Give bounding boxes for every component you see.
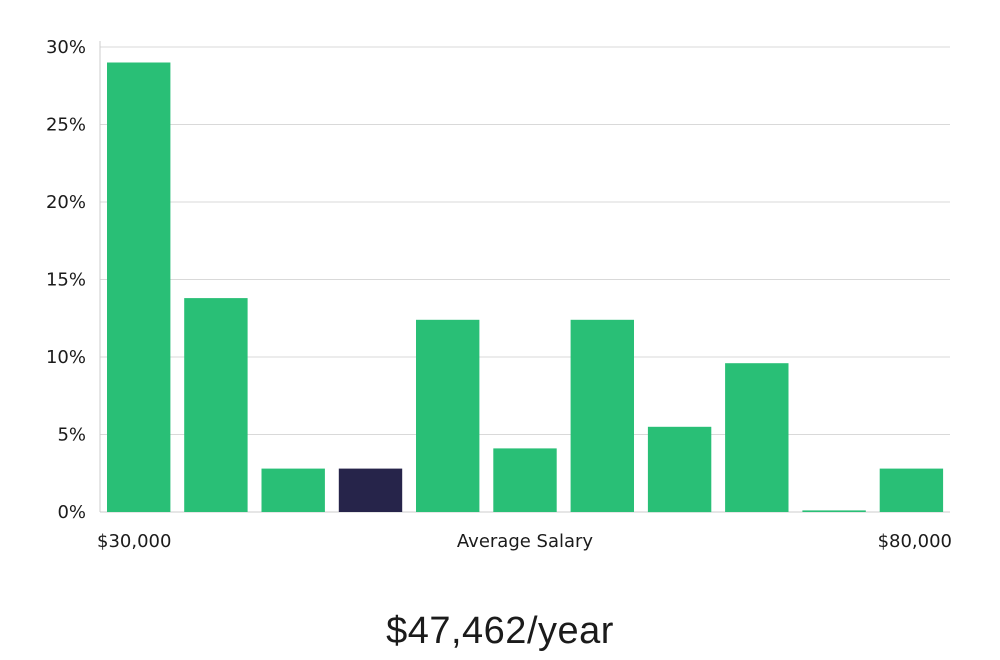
bar	[184, 298, 248, 512]
bars	[107, 62, 944, 513]
y-tick-label: 0%	[57, 502, 86, 523]
average-salary-value: $47,462/year	[386, 610, 614, 652]
bar	[416, 319, 480, 512]
bar	[879, 468, 944, 512]
bar	[647, 426, 712, 513]
bar	[570, 319, 634, 512]
y-tick-label: 20%	[46, 192, 86, 213]
x-min-label: $30,000	[97, 531, 171, 552]
bar	[802, 510, 866, 512]
x-axis-title: Average Salary	[457, 531, 594, 552]
bar	[107, 62, 171, 512]
bar	[725, 363, 789, 512]
y-tick-label: 10%	[46, 347, 86, 368]
y-tick-label: 30%	[46, 37, 86, 58]
y-tick-labels: 0% 5% 10% 15% 20% 25% 30%	[46, 37, 86, 523]
y-tick-label: 15%	[46, 270, 86, 291]
x-max-label: $80,000	[878, 531, 952, 552]
bar-highlight	[338, 468, 403, 512]
bar	[261, 468, 325, 512]
bar	[493, 448, 557, 512]
y-tick-label: 25%	[46, 115, 86, 136]
y-tick-label: 5%	[57, 425, 86, 446]
salary-distribution-chart: 0% 5% 10% 15% 20% 25% 30% $30,000 Average Sala…	[46, 37, 952, 552]
